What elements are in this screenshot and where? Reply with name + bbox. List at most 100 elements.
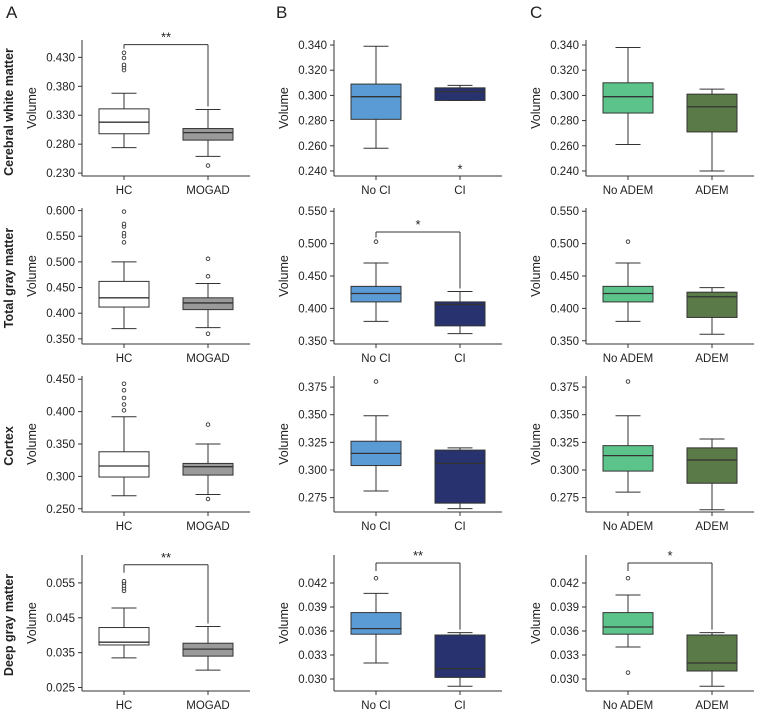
y-tick-label: 0.450	[46, 283, 75, 295]
y-tick-label: 0.350	[550, 336, 579, 348]
box-iqr	[350, 612, 402, 635]
outlier-point	[625, 379, 631, 384]
y-tick-label: 0.325	[298, 437, 327, 449]
significance-label: **	[161, 30, 171, 45]
box-iqr	[434, 87, 486, 101]
box-iqr	[98, 627, 150, 646]
box-no-adem	[602, 379, 654, 493]
box-adem	[686, 632, 738, 687]
y-axis-label: Volume	[277, 602, 291, 644]
y-tick-label: 0.039	[550, 602, 579, 614]
x-tick-label: MOGAD	[186, 353, 229, 365]
box-iqr	[434, 634, 486, 678]
y-tick-label: 0.039	[298, 602, 327, 614]
outlier-point	[625, 575, 631, 581]
y-tick-label: 0.030	[550, 674, 579, 686]
y-tick-label: 0.400	[550, 303, 579, 315]
x-tick-label: CI	[454, 521, 466, 533]
y-tick-label: 0.300	[550, 90, 579, 102]
row-label-cortex: Cortex	[2, 426, 16, 466]
outlier-point	[205, 274, 211, 279]
x-tick-label: ADEM	[695, 353, 728, 365]
box-iqr	[350, 83, 402, 120]
significance-label: **	[413, 548, 423, 563]
x-tick-label: HC	[116, 185, 133, 197]
x-tick-label: No ADEM	[603, 700, 654, 712]
chart-c4: 0.030 0.033 0.036 0.039 0.042 Volume No ADEM AD…	[529, 548, 754, 712]
box-iqr	[686, 447, 738, 484]
chart-b1: 0.240 0.260 0.280 0.300 0.320 0.340 Volume No C…	[277, 40, 502, 197]
x-tick-label: No CI	[361, 521, 390, 533]
x-tick-label: No CI	[361, 185, 390, 197]
significance-bracket: **	[123, 30, 209, 107]
y-axis-label: Volume	[25, 423, 39, 465]
y-tick-label: 0.400	[46, 308, 75, 320]
outlier-point	[205, 422, 211, 427]
panel-label-a: A	[6, 3, 18, 22]
x-tick-label: No CI	[361, 353, 390, 365]
y-tick-label: 0.600	[46, 206, 75, 218]
outlier-point	[121, 387, 127, 393]
significance-bracket: *	[375, 217, 461, 289]
y-tick-label: 0.350	[550, 410, 579, 422]
chart-c2: 0.350 0.400 0.450 0.500 0.550 Volume No ADEM AD…	[529, 206, 754, 365]
y-tick-label: 0.300	[298, 465, 327, 477]
x-tick-label: MOGAD	[186, 700, 229, 712]
outlier-point	[373, 379, 379, 384]
box-iqr	[686, 93, 738, 133]
box-iqr	[98, 280, 150, 308]
box-mogad	[182, 256, 234, 336]
y-tick-label: 0.030	[298, 674, 327, 686]
outlier-point	[205, 496, 211, 502]
x-tick-label: HC	[116, 521, 133, 533]
box-no-adem	[602, 575, 654, 675]
y-tick-label: 0.430	[46, 52, 75, 64]
row-label-deep-gray-matter: Deep gray matter	[2, 574, 16, 676]
significance-label: **	[161, 550, 171, 565]
row-label-total-gray-matter: Total gray matter	[2, 228, 16, 329]
outlier-point	[121, 240, 127, 245]
y-tick-label: 0.500	[46, 257, 75, 269]
y-tick-label: 0.036	[550, 626, 579, 638]
x-tick-label: ADEM	[695, 185, 728, 197]
outlier-point	[373, 575, 379, 581]
box-mogad	[182, 625, 234, 671]
y-tick-label: 0.035	[46, 648, 75, 660]
y-tick-label: 0.400	[298, 303, 327, 315]
y-axis-label: Volume	[529, 423, 543, 465]
box-iqr	[602, 445, 654, 472]
box-ci	[434, 84, 486, 101]
outlier-point	[625, 670, 631, 675]
y-tick-label: 0.033	[550, 650, 579, 662]
significance-label: *	[415, 217, 420, 232]
x-tick-label: MOGAD	[186, 521, 229, 533]
box-ci	[434, 632, 486, 687]
x-tick-label: No CI	[361, 700, 390, 712]
y-tick-label: 0.036	[298, 626, 327, 638]
y-tick-label: 0.260	[298, 141, 327, 153]
y-tick-label: 0.550	[46, 231, 75, 243]
y-tick-label: 0.025	[46, 683, 75, 695]
box-adem	[686, 438, 738, 511]
row-label-cerebral-white-matter: Cerebral white matter	[2, 48, 16, 176]
y-axis-label: Volume	[529, 602, 543, 644]
y-axis-label: Volume	[25, 87, 39, 129]
y-tick-label: 0.280	[46, 139, 75, 151]
outlier-point	[121, 55, 127, 61]
x-tick-label: CI	[454, 353, 466, 365]
y-tick-label: 0.280	[550, 116, 579, 128]
outlier-point	[121, 395, 127, 401]
y-tick-label: 0.380	[46, 81, 75, 93]
box-adem	[686, 287, 738, 335]
box-hc	[98, 578, 150, 659]
y-tick-label: 0.550	[550, 206, 579, 218]
y-axis-label: Volume	[277, 423, 291, 465]
y-tick-label: 0.340	[550, 40, 579, 52]
x-tick-label: CI	[454, 185, 466, 197]
box-no-ci	[350, 379, 402, 492]
box-adem	[686, 88, 738, 172]
box-iqr	[434, 301, 486, 327]
y-tick-label: 0.500	[550, 239, 579, 251]
y-axis-label: Volume	[277, 87, 291, 129]
box-iqr	[686, 291, 738, 318]
